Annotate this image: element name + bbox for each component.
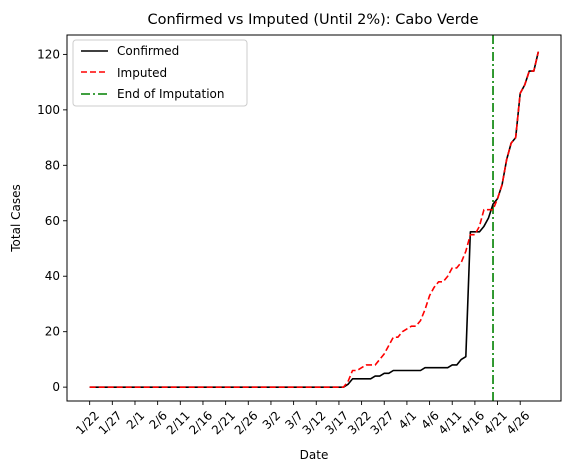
x-tick-label: 1/22: [73, 408, 102, 437]
x-tick-label: 3/27: [368, 408, 397, 437]
x-axis-ticks: 1/221/27 2/1 2/62/112/162/212/26 3/2 3/73/12…: [73, 401, 533, 437]
chart-legend: Confirmed Imputed End of Imputation: [72, 39, 248, 107]
x-tick-label: 3/12: [300, 408, 329, 437]
legend-label-confirmed: Confirmed: [117, 44, 179, 58]
chart-title: Confirmed vs Imputed (Until 2%): Cabo Ve…: [147, 12, 478, 28]
y-axis-label: Total Cases: [9, 184, 23, 252]
x-axis-label: Date: [300, 448, 329, 462]
y-tick-label: 100: [37, 103, 60, 117]
x-tick-label: 4/16: [458, 408, 487, 437]
x-tick-label: 4/21: [481, 408, 510, 437]
legend-label-imputed: Imputed: [117, 66, 167, 80]
plot-frame: [66, 34, 562, 402]
legend-label-end-of-imputation: End of Imputation: [117, 87, 225, 101]
x-tick-label: 4/1: [396, 408, 420, 432]
y-tick-label: 60: [45, 214, 60, 228]
x-tick-label: 2/21: [209, 408, 238, 437]
x-tick-label: 4/11: [436, 408, 465, 437]
x-tick-label: 2/11: [164, 408, 193, 437]
y-tick-label: 80: [45, 158, 60, 172]
x-tick-label: 3/17: [322, 408, 351, 437]
x-tick-label: 1/27: [96, 408, 125, 437]
y-tick-label: 20: [45, 325, 60, 339]
y-axis-ticks: 0 20 40 60 80 100 120: [37, 47, 67, 394]
legend-box: [72, 39, 248, 107]
y-tick-label: 40: [45, 269, 60, 283]
x-tick-label: 3/22: [345, 408, 374, 437]
y-tick-label: 0: [52, 380, 60, 394]
y-tick-label: 120: [37, 47, 60, 61]
x-tick-label: 4/26: [504, 408, 533, 437]
x-tick-label: 3/2: [260, 408, 284, 432]
x-tick-label: 2/26: [232, 408, 261, 437]
x-tick-label: 2/16: [186, 408, 215, 437]
data-layer: [89, 35, 540, 401]
x-tick-label: 2/1: [124, 408, 148, 432]
series-line-imputed: [89, 51, 540, 388]
